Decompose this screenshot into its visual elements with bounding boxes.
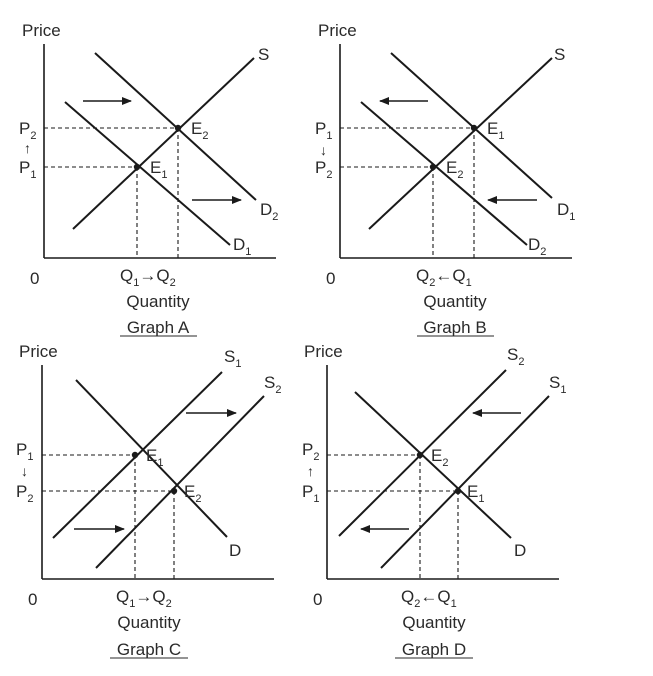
graph-a-label-s: S [258, 45, 269, 64]
graph-c-origin: 0 [28, 590, 37, 609]
graph-c-label-p2: P2 [16, 482, 33, 505]
graph-c-price-arrow: ↓ [21, 463, 28, 479]
graph-a-label-e2: E2 [191, 119, 208, 142]
graph-a-demand-curve-1 [64, 101, 231, 246]
graph-b-quantity-label: Quantity [423, 292, 487, 311]
graph-b-label-d1: D1 [557, 200, 575, 223]
graph-b-point-e2 [429, 163, 437, 171]
graph-c-axis-title: Price [19, 342, 58, 361]
graph-c-point-e1 [131, 451, 139, 459]
graph-a-label-e1: E1 [150, 158, 167, 181]
graph-b-label-p2: P2 [315, 158, 332, 181]
graph-d-label-s1: S1 [549, 373, 566, 396]
graph-d-demand-curve [354, 391, 512, 539]
graph-a-label-p1: P1 [19, 158, 36, 181]
graph-a-caption: Graph A [127, 318, 190, 337]
graph-d-label-p2: P2 [302, 440, 319, 463]
graph-c-label-e2: E2 [184, 482, 201, 505]
graph-a-label-p2: P2 [19, 119, 36, 142]
graph-c-label-p1: P1 [16, 440, 33, 463]
graph-d-label-e1: E1 [467, 482, 484, 505]
graph-c-label-s1: S1 [224, 347, 241, 370]
graph-c-quantity-label: Quantity [117, 613, 181, 632]
graph-d-point-e1 [454, 487, 462, 495]
graph-d-price-arrow: ↑ [307, 463, 314, 479]
graph-a-origin: 0 [30, 269, 39, 288]
graph-b: Price 0 S D1 D2 E1 E2 P1 ↓ P2 Q2←Q1 Quan… [315, 21, 575, 337]
graph-b-origin: 0 [326, 269, 335, 288]
graph-b-axis-title: Price [318, 21, 357, 40]
graph-b-caption: Graph B [423, 318, 486, 337]
graph-a-axis-title: Price [22, 21, 61, 40]
graph-a-quantity-label: Quantity [126, 292, 190, 311]
graph-a-point-e1 [133, 163, 141, 171]
graph-a: Price 0 S D1 D2 E2 E1 P2 ↑ P1 Q1→Q2 Quan… [19, 21, 278, 337]
graph-d-point-e2 [416, 451, 424, 459]
graph-b-label-e1: E1 [487, 119, 504, 142]
graph-c-label-e1: E1 [146, 446, 163, 469]
graph-d-label-s2: S2 [507, 345, 524, 368]
graph-c-caption: Graph C [117, 640, 181, 659]
graph-b-price-arrow: ↓ [320, 142, 327, 158]
graph-b-label-e2: E2 [446, 158, 463, 181]
graph-b-demand-curve-1 [390, 52, 553, 199]
graph-a-label-d1: D1 [233, 235, 251, 258]
graph-d: Price 0 S2 S1 D E2 E1 P2 ↑ P1 Q2←Q1 Quan… [302, 342, 566, 659]
graph-b-point-e1 [470, 124, 478, 132]
graph-b-supply-curve [368, 57, 553, 230]
graph-d-caption: Graph D [402, 640, 466, 659]
graph-b-label-s: S [554, 45, 565, 64]
graph-c-label-s2: S2 [264, 373, 281, 396]
graph-d-quantity-markers: Q2←Q1 [401, 587, 457, 610]
graph-d-axis-title: Price [304, 342, 343, 361]
graph-a-quantity-markers: Q1→Q2 [120, 266, 176, 289]
graph-c-label-d: D [229, 541, 241, 560]
graph-c-demand-curve [75, 379, 228, 538]
graph-a-supply-curve [72, 57, 255, 230]
graph-a-point-e2 [174, 124, 182, 132]
graph-b-quantity-markers: Q2←Q1 [416, 266, 472, 289]
graph-c: Price 0 S1 S2 D E1 E2 P1 ↓ P2 Q1→Q2 Quan… [16, 342, 281, 659]
graph-a-price-arrow: ↑ [24, 140, 31, 156]
graph-b-demand-curve-2 [360, 101, 528, 246]
graph-d-label-e2: E2 [431, 446, 448, 469]
graph-d-supply-curve-2 [338, 369, 507, 537]
graph-c-supply-curve-2 [95, 395, 265, 569]
graph-b-label-d2: D2 [528, 235, 546, 258]
graph-d-label-p1: P1 [302, 482, 319, 505]
graph-b-label-p1: P1 [315, 119, 332, 142]
graph-d-origin: 0 [313, 590, 322, 609]
graph-c-point-e2 [170, 487, 178, 495]
graph-d-quantity-label: Quantity [402, 613, 466, 632]
graph-a-label-d2: D2 [260, 200, 278, 223]
graph-d-supply-curve-1 [380, 395, 550, 569]
graph-c-quantity-markers: Q1→Q2 [116, 587, 172, 610]
graph-d-label-d: D [514, 541, 526, 560]
